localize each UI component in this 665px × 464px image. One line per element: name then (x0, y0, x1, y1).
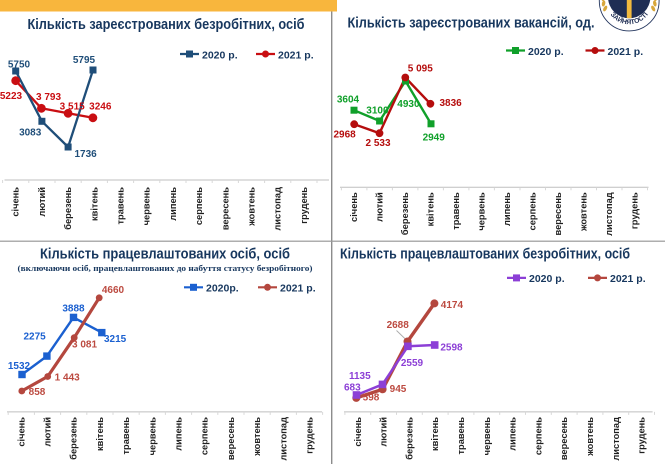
svg-text:3 515: 3 515 (60, 102, 85, 113)
svg-text:грудень: грудень (630, 192, 640, 229)
svg-text:2021 р.: 2021 р. (608, 46, 644, 58)
svg-text:травень: травень (121, 417, 131, 455)
svg-text:листопад: листопад (604, 192, 614, 236)
svg-text:3215: 3215 (104, 334, 127, 345)
svg-text:3100: 3100 (366, 105, 389, 116)
svg-text:2968: 2968 (333, 130, 356, 141)
svg-text:червень: червень (142, 187, 152, 226)
svg-text:грудень: грудень (637, 417, 647, 454)
svg-text:вересень: вересень (553, 192, 563, 235)
svg-text:683: 683 (344, 383, 361, 394)
svg-text:2598: 2598 (440, 342, 463, 353)
svg-text:4174: 4174 (441, 300, 464, 311)
svg-text:5750: 5750 (8, 60, 31, 71)
svg-text:лютий: лютий (43, 417, 53, 447)
svg-text:квітень: квітень (89, 187, 99, 221)
svg-text:березень: березень (400, 192, 410, 235)
svg-text:598: 598 (363, 393, 380, 404)
svg-text:3083: 3083 (19, 128, 42, 139)
svg-text:серпень: серпень (528, 192, 538, 230)
svg-text:4930: 4930 (397, 99, 420, 110)
svg-text:вересень: вересень (226, 417, 236, 460)
svg-text:945: 945 (390, 384, 407, 395)
svg-text:листопад: листопад (278, 417, 288, 461)
svg-text:2021 р.: 2021 р. (278, 49, 314, 61)
svg-text:серпень: серпень (200, 417, 210, 455)
svg-text:лютий: лютий (37, 187, 47, 217)
svg-text:2020 р.: 2020 р. (202, 49, 238, 61)
svg-text:Кількість працевлаштованих без: Кількість працевлаштованих безробітних, … (340, 246, 630, 263)
svg-text:2559: 2559 (401, 358, 424, 369)
svg-text:травень: травень (451, 192, 461, 230)
svg-text:Кількість зареєстрованих безро: Кількість зареєстрованих безробітних, ос… (28, 16, 305, 33)
svg-text:березень: березень (69, 417, 79, 460)
svg-text:4660: 4660 (102, 285, 125, 296)
svg-text:2021 р.: 2021 р. (280, 283, 316, 295)
svg-text:червень: червень (147, 417, 157, 456)
svg-text:жовтень: жовтень (247, 187, 257, 227)
svg-text:лютий: лютий (379, 417, 389, 447)
svg-text:червень: червень (482, 417, 492, 456)
svg-text:грудень: грудень (299, 187, 309, 224)
svg-text:5795: 5795 (73, 55, 96, 66)
svg-text:квітень: квітень (426, 192, 436, 226)
svg-text:3 081: 3 081 (72, 340, 97, 351)
svg-text:жовтень: жовтень (579, 192, 589, 232)
svg-text:3604: 3604 (337, 95, 360, 106)
svg-text:травень: травень (456, 417, 466, 455)
svg-text:2275: 2275 (23, 332, 46, 343)
svg-text:5223: 5223 (0, 91, 23, 102)
svg-text:січень: січень (353, 417, 363, 447)
svg-text:3888: 3888 (62, 303, 85, 314)
svg-text:квітень: квітень (95, 417, 105, 451)
svg-text:вересень: вересень (220, 187, 230, 230)
svg-text:3836: 3836 (439, 98, 462, 109)
svg-text:2949: 2949 (423, 132, 446, 143)
svg-text:2 533: 2 533 (365, 138, 390, 149)
svg-text:1135: 1135 (349, 371, 371, 382)
svg-text:1736: 1736 (74, 149, 97, 160)
svg-text:листопад: листопад (611, 417, 621, 461)
svg-text:1 443: 1 443 (55, 373, 80, 384)
svg-text:5 095: 5 095 (408, 63, 433, 74)
svg-text:квітень: квітень (430, 417, 440, 451)
svg-text:Кількість зареєстрованих вакан: Кількість зареєстрованих вакансій, од. (348, 15, 595, 32)
svg-text:січень: січень (16, 417, 26, 447)
svg-text:січень: січень (11, 187, 21, 217)
svg-text:3 793: 3 793 (36, 92, 61, 103)
svg-text:березень: березень (404, 417, 414, 460)
svg-text:червень: червень (477, 192, 487, 231)
svg-text:вересень: вересень (559, 417, 569, 460)
svg-text:липень: липень (168, 187, 178, 221)
svg-text:липень: липень (508, 417, 518, 451)
svg-text:січень: січень (349, 192, 359, 222)
svg-text:жовтень: жовтень (585, 417, 595, 457)
svg-text:1532: 1532 (8, 361, 31, 372)
svg-text:(включаючи осіб, працевлаштова: (включаючи осіб, працевлаштованих до наб… (18, 263, 313, 273)
svg-text:липень: липень (174, 417, 184, 451)
svg-text:2020 р.: 2020 р. (528, 46, 564, 58)
svg-text:липень: липень (502, 192, 512, 226)
svg-text:лютий: лютий (375, 192, 385, 222)
svg-text:2021 р.: 2021 р. (610, 273, 646, 285)
svg-text:березень: березень (63, 187, 73, 230)
svg-text:858: 858 (29, 387, 46, 398)
svg-text:травень: травень (116, 187, 126, 225)
svg-text:2688: 2688 (387, 320, 410, 331)
svg-text:2020р.: 2020р. (206, 283, 239, 295)
svg-text:жовтень: жовтень (252, 417, 262, 457)
svg-text:Кількість працевлаштованих осі: Кількість працевлаштованих осіб, осіб (40, 246, 290, 263)
svg-text:листопад: листопад (273, 187, 283, 231)
svg-text:3246: 3246 (89, 102, 112, 113)
svg-text:грудень: грудень (305, 417, 315, 454)
svg-text:серпень: серпень (533, 417, 543, 455)
svg-text:2020 р.: 2020 р. (529, 273, 565, 285)
svg-text:серпень: серпень (194, 187, 204, 225)
